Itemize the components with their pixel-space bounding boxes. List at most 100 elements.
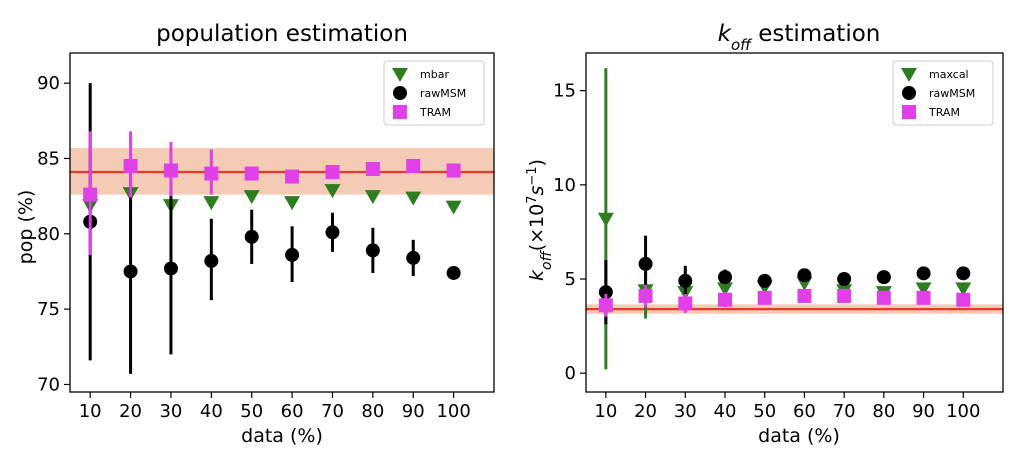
x-tick-label: 100 — [946, 401, 980, 422]
ylabel-unit-exp: −1 — [525, 166, 540, 185]
x-axis-label: data (%) — [241, 425, 323, 447]
data-point — [364, 190, 381, 205]
legend-marker — [393, 86, 407, 100]
data-point — [244, 229, 259, 244]
data-point — [915, 282, 932, 297]
legend-marker — [902, 105, 916, 119]
data-point — [717, 282, 733, 297]
data-point — [797, 288, 812, 303]
data-point — [638, 256, 653, 271]
data-point — [446, 265, 461, 280]
legend-marker — [392, 68, 408, 82]
data-point — [876, 290, 891, 305]
legend: maxcal rawMSM TRAM — [892, 60, 994, 126]
data-point — [876, 270, 891, 285]
plot-area: 10 20 30 40 50 60 70 80 90 100 0 5 10 15 maxcal rawMSM T… — [553, 52, 1004, 422]
data-point — [406, 159, 421, 173]
plot-area: 10 20 30 40 50 60 70 80 90 100 70 75 80 85 90 mbar rawMS… — [37, 52, 495, 422]
chart-title: population estimation — [156, 21, 408, 47]
y-tick-label: 70 — [37, 374, 60, 395]
data-point — [325, 225, 340, 240]
y-tick-label: 90 — [37, 73, 60, 94]
data-point — [204, 253, 219, 268]
data-point — [916, 290, 931, 305]
data-point — [123, 159, 138, 173]
ylabel-off: off — [539, 249, 555, 270]
data-point — [285, 247, 300, 262]
y-tick-label: 75 — [37, 299, 60, 320]
chart-population: population estimation data (%) pop (%) 1… — [15, 21, 495, 447]
data-point — [123, 264, 138, 279]
legend-label: TRAM — [419, 106, 451, 119]
x-tick-label: 70 — [321, 401, 344, 422]
x-tick-label: 60 — [793, 401, 816, 422]
x-tick-label: 10 — [79, 401, 102, 422]
data-point — [757, 290, 772, 305]
x-tick-label: 80 — [361, 401, 384, 422]
data-point — [445, 200, 462, 215]
data-point — [598, 298, 613, 313]
x-tick-label: 60 — [281, 401, 304, 422]
legend-box — [892, 60, 994, 126]
x-axis-label: data (%) — [758, 425, 840, 447]
data-point — [837, 272, 852, 286]
x-tick-label: 20 — [119, 401, 142, 422]
y-axis-label: koff(×107s−1) — [525, 159, 556, 281]
data-point — [405, 191, 422, 206]
x-tick-label: 30 — [674, 401, 697, 422]
data-point — [244, 166, 259, 181]
data-point — [163, 163, 178, 178]
x-tick-label: 100 — [436, 401, 470, 422]
x-tick-label: 40 — [200, 401, 223, 422]
data-point — [324, 184, 341, 199]
data-point — [204, 166, 219, 181]
legend-label: TRAM — [928, 106, 960, 119]
x-tick-label: 30 — [159, 401, 182, 422]
data-point — [956, 292, 971, 307]
data-point — [83, 187, 98, 202]
legend-label: rawMSM — [420, 87, 466, 100]
chart-title: koff estimation — [718, 21, 881, 54]
data-point — [956, 266, 971, 281]
series-TRAM — [83, 131, 461, 255]
data-point — [203, 196, 220, 211]
data-point — [325, 165, 340, 180]
ylabel-exp: 7 — [525, 196, 540, 204]
y-axis-label: pop (%) — [15, 190, 37, 265]
title-k: k — [718, 21, 733, 47]
legend-marker — [902, 86, 916, 100]
x-tick-label: 80 — [872, 401, 895, 422]
data-point — [365, 162, 380, 177]
data-point — [837, 288, 852, 303]
x-tick-label: 90 — [912, 401, 935, 422]
y-tick-label: 0 — [565, 363, 576, 384]
x-tick-label: 50 — [753, 401, 776, 422]
axes-frame — [585, 52, 1004, 393]
legend-label: maxcal — [929, 68, 969, 81]
y-tick-label: 80 — [37, 224, 60, 245]
ylabel-open: (×10 — [526, 204, 548, 252]
title-rest: estimation — [751, 21, 880, 47]
y-tick-label: 10 — [553, 175, 576, 196]
data-point — [718, 270, 732, 285]
data-point — [955, 282, 972, 297]
data-point — [598, 285, 613, 300]
legend-label: rawMSM — [929, 87, 975, 100]
series-rawMSM — [598, 235, 971, 325]
x-tick-label: 90 — [402, 401, 425, 422]
x-tick-label: 40 — [714, 401, 737, 422]
y-tick-label: 85 — [37, 148, 60, 169]
data-point — [243, 190, 260, 205]
ylabel-k: k — [526, 269, 548, 281]
data-point — [638, 288, 653, 303]
y-tick-label: 15 — [553, 81, 576, 102]
series-rawMSM — [83, 83, 461, 374]
x-tick-label: 10 — [594, 401, 617, 422]
axes-frame — [69, 52, 495, 393]
title-off: off — [731, 36, 753, 54]
data-point — [757, 273, 772, 288]
legend: mbar rawMSM TRAM — [383, 60, 485, 126]
legend-marker — [393, 105, 407, 119]
x-tick-label: 70 — [833, 401, 856, 422]
